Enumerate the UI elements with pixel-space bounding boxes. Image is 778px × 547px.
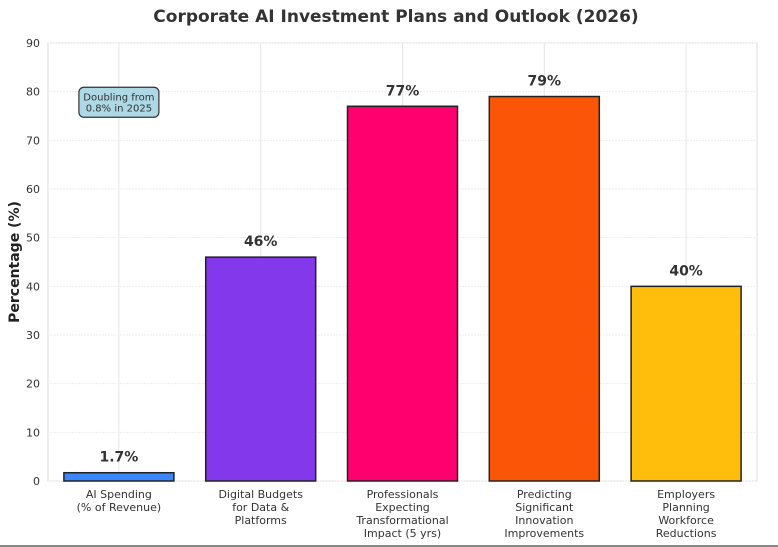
y-tick-label: 70 (26, 134, 40, 147)
bar (346, 105, 459, 482)
y-tick-label: 50 (26, 232, 40, 245)
bar (630, 285, 742, 482)
annotation-text: Doubling from (83, 92, 154, 103)
x-tick-label: AI Spending (% of Revenue) (77, 488, 162, 514)
y-tick-label: 90 (26, 37, 40, 50)
x-tick-label: Employers Planning Workforce Reductions (656, 488, 717, 540)
y-tick-label: 60 (26, 183, 40, 196)
x-tick-label: Predicting Significant Innovation Improveme… (504, 488, 584, 540)
bar-value-label: 79% (528, 74, 562, 90)
x-tick-label: Professionals Expecting Transformational Im… (355, 488, 448, 540)
y-axis-label: Percentage (%) (7, 201, 23, 323)
y-tick-label: 0 (33, 475, 40, 488)
bar-value-label: 1.7% (99, 450, 138, 466)
y-tick-label: 30 (26, 329, 40, 342)
y-tick-label: 20 (26, 378, 40, 391)
bar-value-label: 46% (244, 234, 278, 250)
bar (204, 256, 317, 482)
y-tick-label: 80 (26, 86, 40, 99)
x-tick-label: Digital Budgets for Data & Platforms (218, 488, 303, 527)
bar (63, 471, 175, 482)
y-tick-label: 10 (26, 426, 40, 439)
y-tick-label: 40 (26, 280, 40, 293)
annotation-box (78, 86, 160, 118)
bar-value-label: 40% (669, 263, 703, 279)
annotation-text: 0.8% in 2025 (86, 103, 152, 114)
chart-title: Corporate AI Investment Plans and Outloo… (153, 7, 638, 27)
bar-value-label: 77% (386, 83, 420, 99)
bar (488, 95, 601, 482)
